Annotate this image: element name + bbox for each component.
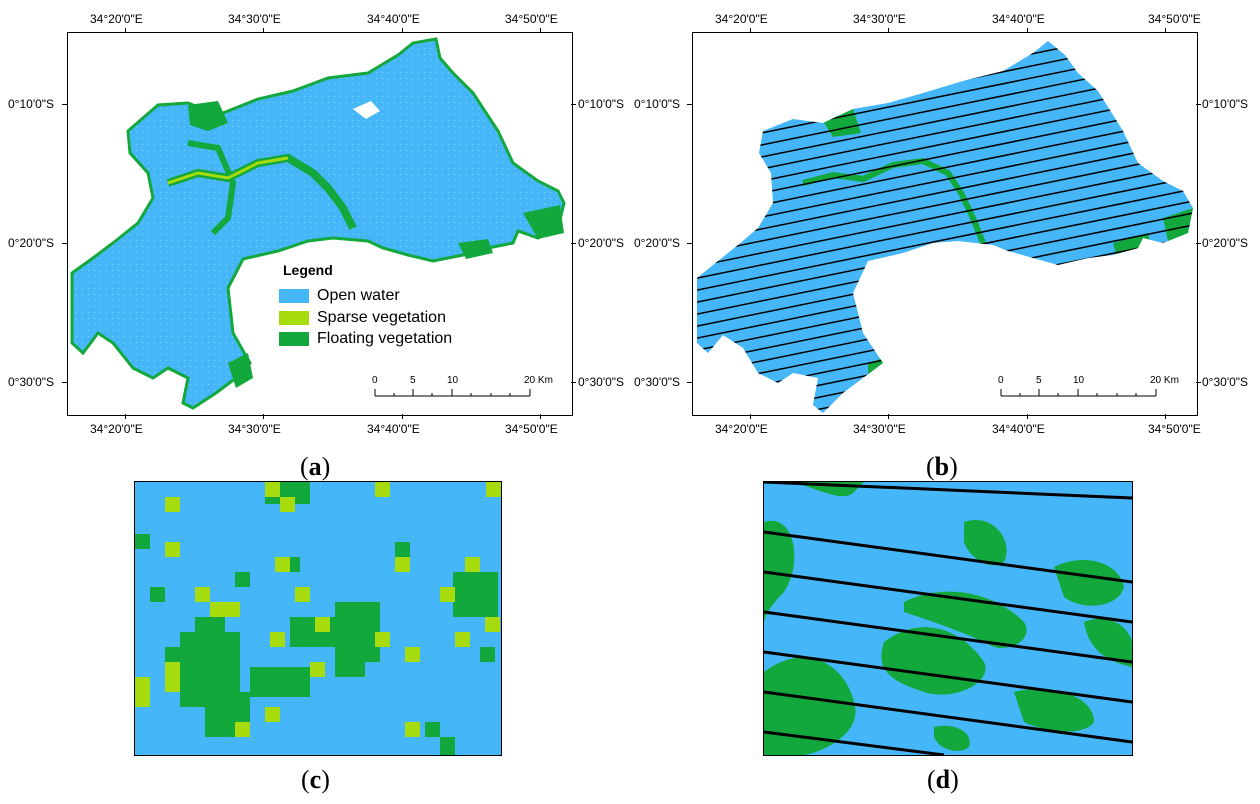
zoom-c-frame bbox=[134, 481, 502, 756]
veg-band-a-6 bbox=[167, 156, 289, 185]
b-bottom-lon-4: 34°50'0"E bbox=[1148, 422, 1201, 436]
a-bottom-lon-2: 34°30'0"E bbox=[228, 422, 281, 436]
scale-b-bar bbox=[1000, 389, 1157, 397]
b-right-lat-3: 0°30'0"S bbox=[1202, 375, 1249, 389]
b-left-lat-2: 0°20'0"S bbox=[634, 236, 681, 250]
veg-band-a-7 bbox=[228, 353, 253, 388]
b-left-lat-3: 0°30'0"S bbox=[634, 375, 681, 389]
panel-d-label: (d) bbox=[927, 765, 959, 794]
b-left-lat-1: 0°10'0"S bbox=[634, 97, 681, 111]
lake-body-a bbox=[70, 37, 566, 410]
map-b-frame bbox=[692, 32, 1198, 416]
a-bottom-lon-3: 34°40'0"E bbox=[367, 422, 420, 436]
b-bottom-lon-3: 34°40'0"E bbox=[992, 422, 1045, 436]
scale-a-bar bbox=[374, 389, 531, 397]
panel-b-label: (b) bbox=[926, 452, 958, 481]
a-top-lon-1: 34°20'0"E bbox=[90, 12, 143, 26]
veg-d bbox=[764, 482, 1132, 755]
sparse-vegetation-swatch bbox=[279, 311, 309, 325]
a-top-lon-2: 34°30'0"E bbox=[228, 12, 281, 26]
map-a-lake bbox=[70, 37, 566, 410]
a-left-lat-2: 0°20'0"S bbox=[8, 236, 55, 250]
scale-a-tick-5: 5 bbox=[410, 375, 416, 386]
a-bottom-lon-4: 34°50'0"E bbox=[505, 422, 558, 436]
panel-c-label: (c) bbox=[301, 765, 330, 794]
a-right-lat-1: 0°10'0"S bbox=[578, 97, 625, 111]
scale-b-tick-5: 5 bbox=[1036, 375, 1042, 386]
open-water-swatch bbox=[279, 289, 309, 303]
legend-item-open-water: Open water bbox=[279, 287, 400, 304]
b-right-lat-2: 0°20'0"S bbox=[1202, 236, 1249, 250]
floating-vegetation-swatch bbox=[279, 332, 309, 346]
zoom-d-detail bbox=[764, 482, 1132, 755]
b-top-lon-4: 34°50'0"E bbox=[1148, 12, 1201, 26]
a-top-lon-4: 34°50'0"E bbox=[505, 12, 558, 26]
scale-a-tick-20: 20 Km bbox=[524, 375, 553, 386]
scale-b-tick-20: 20 Km bbox=[1150, 375, 1179, 386]
legend-item-sparse-vegetation: Sparse vegetation bbox=[279, 309, 446, 326]
b-top-lon-3: 34°40'0"E bbox=[992, 12, 1045, 26]
pixel-grid-c bbox=[135, 482, 501, 755]
panel-a-label: (a) bbox=[300, 452, 331, 481]
legend-label-sparse-vegetation: Sparse vegetation bbox=[317, 309, 446, 326]
legend-item-floating-vegetation: Floating vegetation bbox=[279, 330, 453, 347]
a-right-lat-2: 0°20'0"S bbox=[578, 236, 625, 250]
veg-band-a-5 bbox=[523, 205, 564, 239]
scale-a-tick-10: 10 bbox=[447, 375, 459, 386]
b-bottom-lon-2: 34°30'0"E bbox=[853, 422, 906, 436]
stripe-lines-d bbox=[764, 482, 1132, 755]
veg-band-a-3 bbox=[188, 101, 228, 131]
b-bottom-lon-1: 34°20'0"E bbox=[715, 422, 768, 436]
map-b-lake bbox=[697, 41, 1193, 413]
zoom-d-frame bbox=[763, 481, 1133, 756]
veg-band-a-4 bbox=[458, 239, 493, 259]
veg-band-a-2 bbox=[187, 140, 237, 236]
scale-a-tick-0: 0 bbox=[372, 375, 378, 386]
zoom-c-pixels bbox=[135, 482, 501, 755]
a-bottom-lon-1: 34°20'0"E bbox=[90, 422, 143, 436]
lake-island-a bbox=[353, 101, 380, 119]
a-right-lat-3: 0°30'0"S bbox=[578, 375, 625, 389]
a-top-lon-3: 34°40'0"E bbox=[367, 12, 420, 26]
legend-label-open-water: Open water bbox=[317, 287, 400, 304]
b-top-lon-2: 34°30'0"E bbox=[853, 12, 906, 26]
legend-label-floating-vegetation: Floating vegetation bbox=[317, 330, 453, 347]
scale-b-tick-10: 10 bbox=[1073, 375, 1085, 386]
b-top-lon-1: 34°20'0"E bbox=[715, 12, 768, 26]
legend-title: Legend bbox=[283, 262, 333, 278]
a-left-lat-3: 0°30'0"S bbox=[8, 375, 55, 389]
scale-b-tick-0: 0 bbox=[998, 375, 1004, 386]
a-left-lat-1: 0°10'0"S bbox=[8, 97, 55, 111]
map-a-frame bbox=[67, 32, 573, 416]
b-right-lat-1: 0°10'0"S bbox=[1202, 97, 1249, 111]
